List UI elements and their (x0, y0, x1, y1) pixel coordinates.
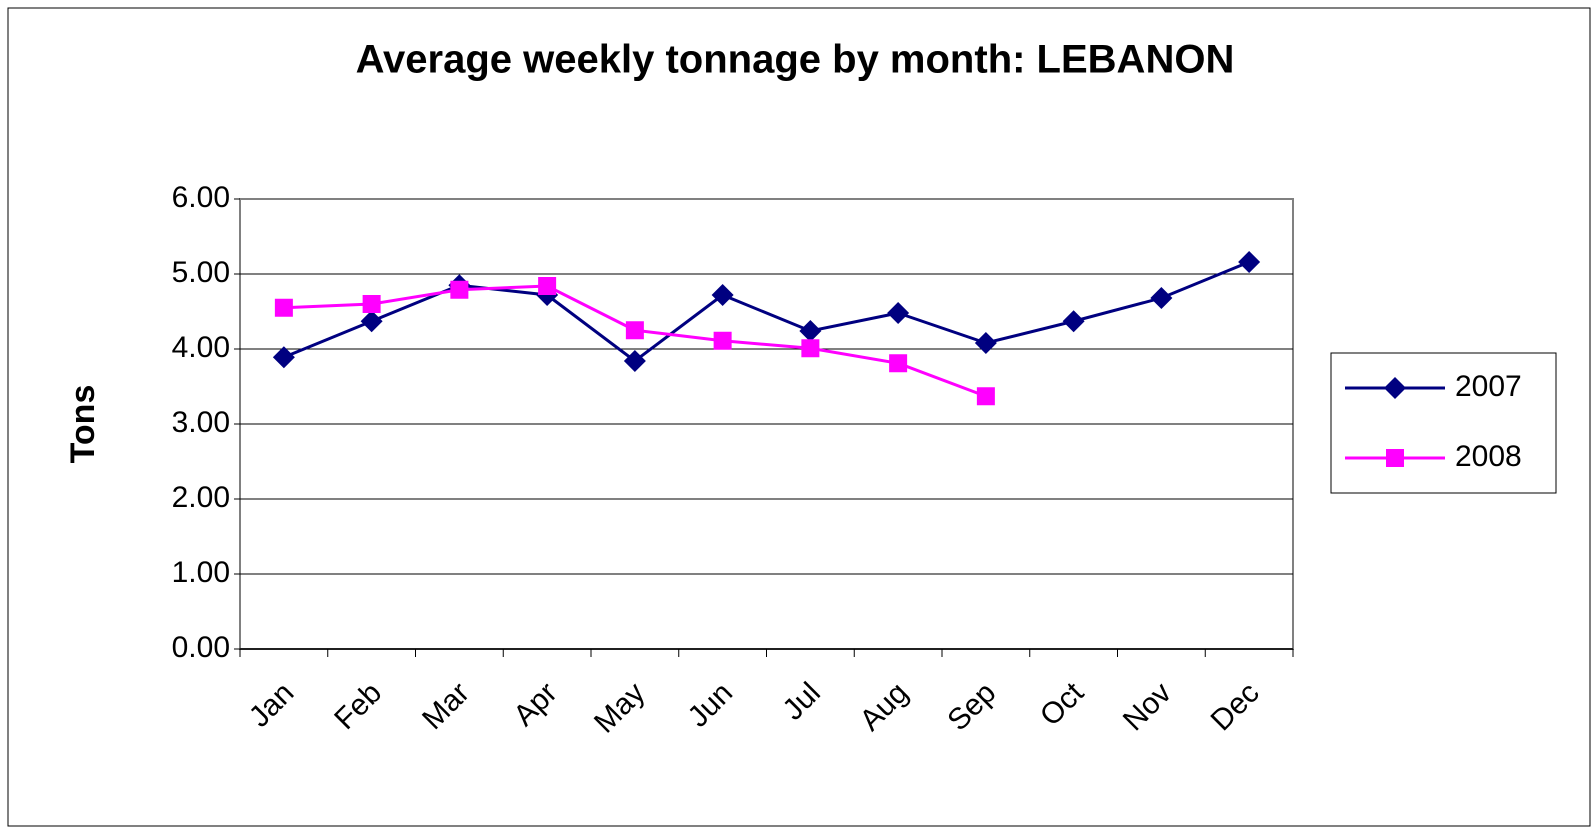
legend-label: 2007 (1455, 370, 1522, 403)
marker (1384, 377, 1406, 399)
marker (1150, 287, 1173, 309)
chart-title: Average weekly tonnage by month: LEBANON (356, 38, 1235, 82)
legend-label: 2008 (1455, 440, 1522, 473)
marker (625, 321, 644, 340)
chart-frame (7, 7, 1591, 827)
marker (713, 331, 732, 350)
marker (1386, 449, 1404, 467)
marker (450, 280, 469, 299)
y-tick-label: 0.00 (172, 631, 230, 664)
y-tick-label: 4.00 (172, 331, 230, 364)
marker (711, 284, 734, 306)
y-tick-label: 2.00 (172, 481, 230, 514)
marker (974, 332, 997, 354)
marker (538, 277, 557, 295)
y-tick-label: 3.00 (172, 406, 230, 439)
y-tick-label: 5.00 (172, 256, 230, 289)
marker (976, 387, 995, 406)
legend-box (1330, 352, 1557, 494)
y-tick-label: 1.00 (172, 556, 230, 589)
marker (1062, 310, 1085, 333)
marker (801, 339, 820, 358)
y-axis-title: Tons (64, 385, 102, 464)
marker (360, 310, 383, 333)
marker (889, 354, 908, 373)
marker (623, 350, 646, 372)
marker (887, 302, 910, 324)
marker (799, 320, 822, 342)
marker (1238, 251, 1261, 273)
y-tick-label: 6.00 (172, 181, 230, 214)
marker (272, 346, 295, 369)
marker (362, 295, 381, 313)
marker (274, 298, 293, 317)
